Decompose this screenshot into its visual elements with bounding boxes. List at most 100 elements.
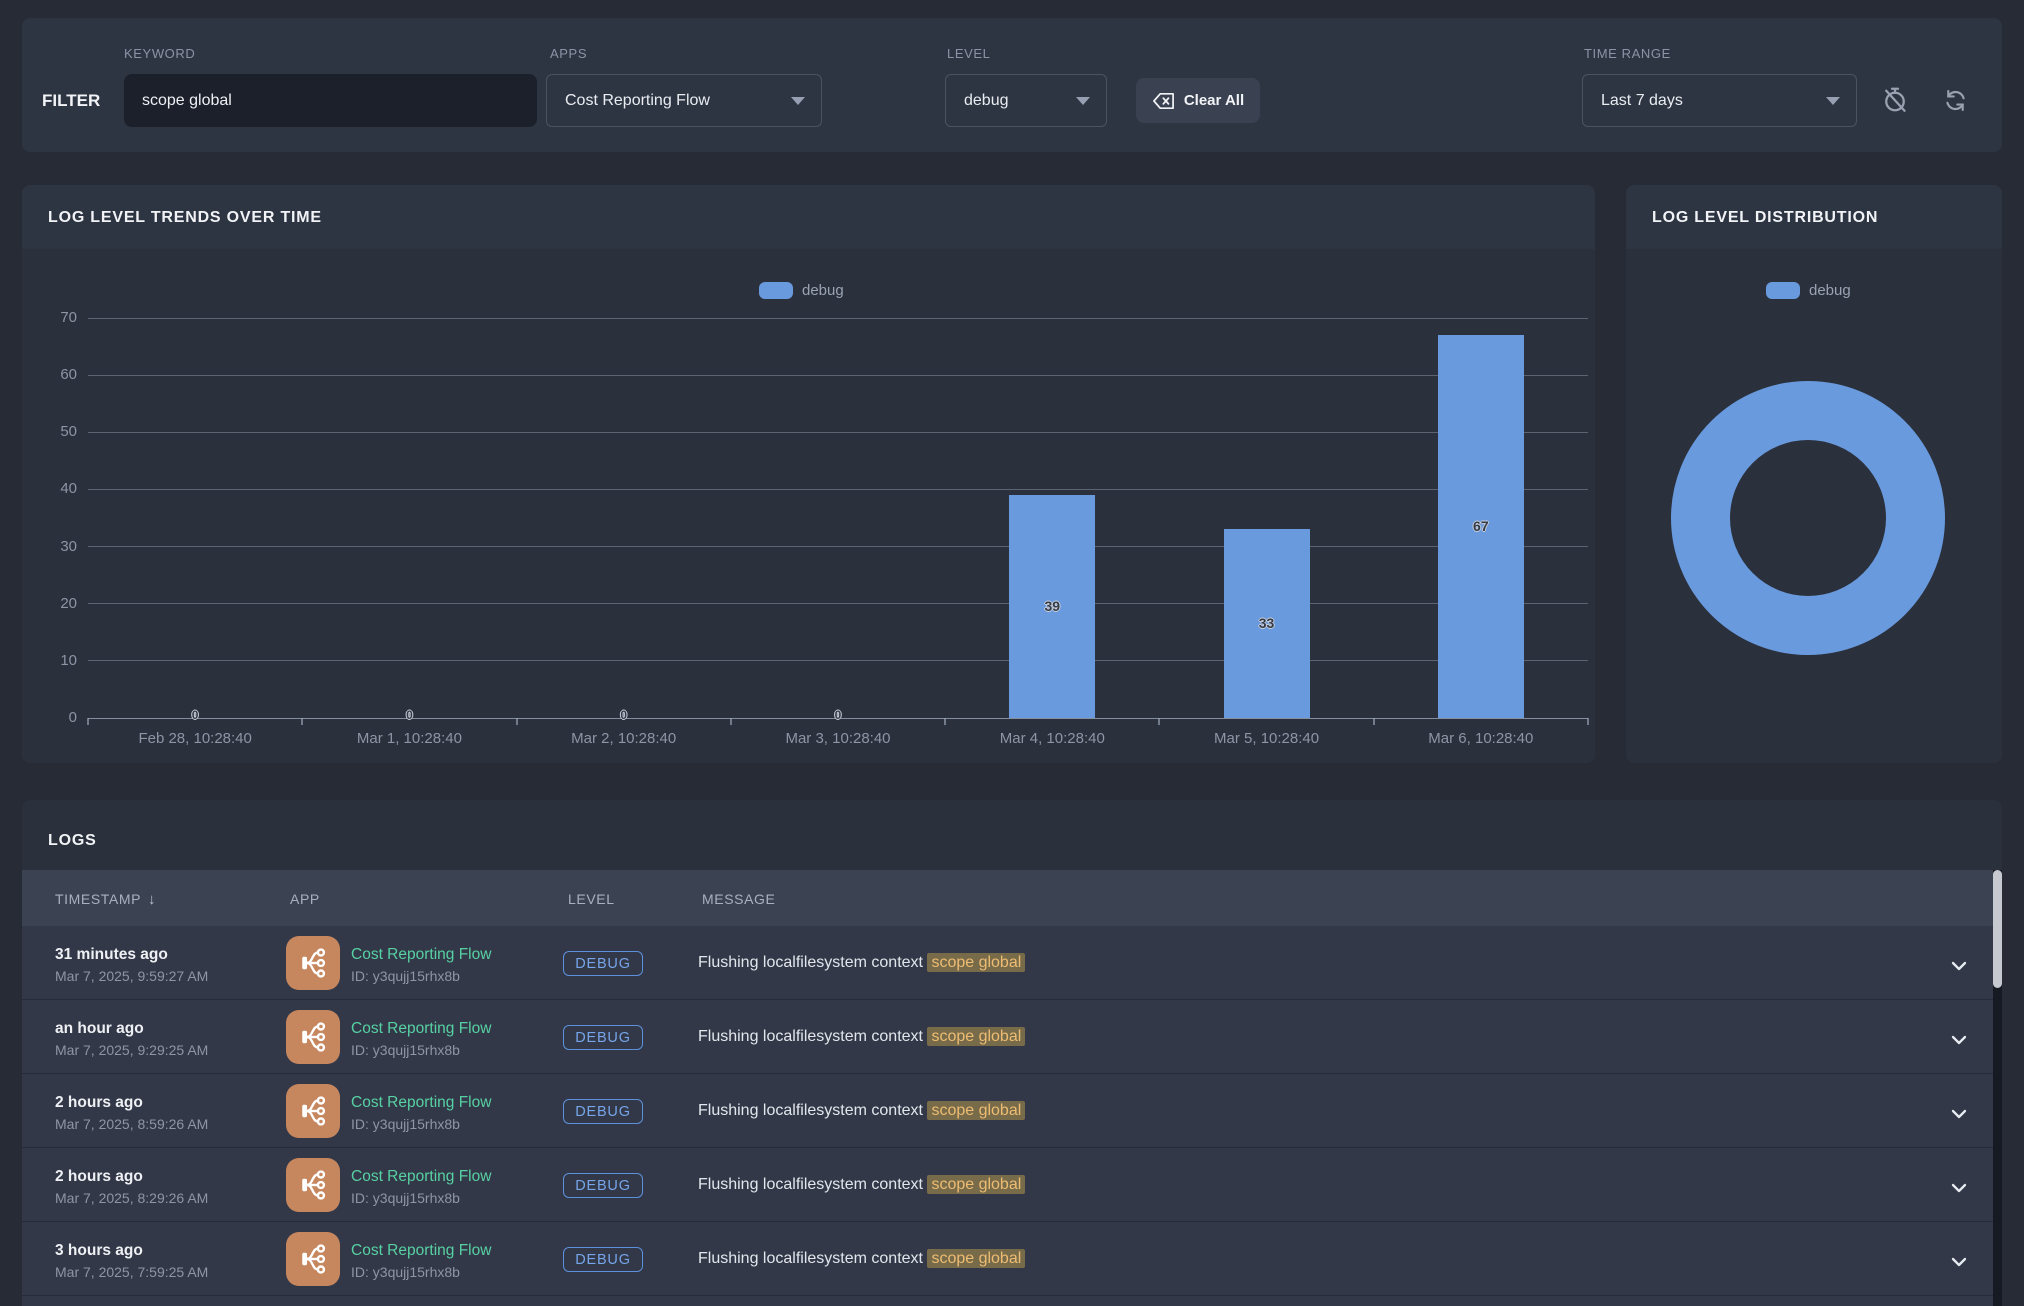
clear-all-label: Clear All: [1184, 92, 1244, 109]
log-time-relative: 2 hours ago: [55, 1094, 143, 1112]
keyword-label: KEYWORD: [124, 46, 195, 61]
filter-label: FILTER: [42, 91, 100, 111]
scrollbar-thumb[interactable]: [1993, 870, 2002, 988]
clear-all-button[interactable]: Clear All: [1136, 78, 1260, 123]
logs-panel: LOGS TIMESTAMP↓ APP LEVEL MESSAGE 31 min…: [22, 800, 2002, 1306]
legend-debug[interactable]: debug: [1766, 282, 1851, 299]
trends-panel-header: LOG LEVEL TRENDS OVER TIME: [22, 185, 1595, 249]
sort-desc-icon: ↓: [148, 891, 156, 908]
legend-label: debug: [802, 282, 844, 299]
legend-debug[interactable]: debug: [759, 282, 844, 299]
column-header-app: APP: [290, 891, 320, 907]
level-select[interactable]: debug: [945, 74, 1107, 127]
log-time-absolute: Mar 7, 2025, 8:59:26 AM: [55, 1116, 208, 1132]
timestamp-header-label: TIMESTAMP: [55, 891, 141, 907]
gridline: [88, 660, 1588, 661]
app-id: ID: y3qujj15rhx8b: [351, 1264, 460, 1280]
flow-app-icon: [286, 1158, 340, 1212]
chevron-down-icon: [1076, 97, 1090, 105]
bar-value-label: 67: [1451, 518, 1511, 534]
donut-segment-debug[interactable]: [1701, 411, 1916, 626]
bar-value-zero: 0: [830, 708, 846, 722]
log-time-relative: 2 hours ago: [55, 1168, 143, 1186]
log-time-relative: 31 minutes ago: [55, 946, 168, 964]
column-header-level: LEVEL: [568, 891, 615, 907]
log-row[interactable]: 2 hours ago Mar 7, 2025, 8:59:26 AM Cost…: [22, 1074, 2002, 1148]
app-id: ID: y3qujj15rhx8b: [351, 1116, 460, 1132]
gridline: [88, 489, 1588, 490]
log-level-trends-panel: LOG LEVEL TRENDS OVER TIME debug 0102030…: [22, 185, 1595, 763]
y-tick-label: 0: [22, 709, 77, 726]
log-row[interactable]: 3 hours ago Mar 7, 2025, 7:59:25 AM Cost…: [22, 1222, 2002, 1296]
apps-label: APPS: [550, 46, 587, 61]
gridline: [88, 375, 1588, 376]
donut-chart: [1658, 368, 1958, 668]
chevron-down-icon[interactable]: [1951, 958, 1967, 968]
logs-title: LOGS: [48, 832, 97, 850]
timer-off-icon[interactable]: [1880, 85, 1910, 120]
message-text: Flushing localfilesystem context: [698, 1028, 923, 1045]
log-row[interactable]: 31 minutes ago Mar 7, 2025, 9:59:27 AM C…: [22, 926, 2002, 1000]
level-select-value: debug: [964, 92, 1009, 110]
search-highlight: scope global: [927, 953, 1025, 972]
x-tick-label: Mar 5, 10:28:40: [1157, 730, 1377, 747]
bar-chart-plot: Feb 28, 10:28:400Mar 1, 10:28:400Mar 2, …: [88, 318, 1588, 718]
level-badge: DEBUG: [563, 1173, 643, 1198]
log-message: Flushing localfilesystem context scope g…: [698, 1250, 1025, 1268]
bar-value-label: 33: [1237, 615, 1297, 631]
y-tick-label: 50: [22, 423, 77, 440]
chevron-down-icon[interactable]: [1951, 1254, 1967, 1264]
y-tick-label: 60: [22, 366, 77, 383]
gridline: [88, 546, 1588, 547]
scrollbar-track[interactable]: [1993, 870, 2002, 1306]
chevron-down-icon: [791, 97, 805, 105]
x-axis-tick: [1373, 718, 1375, 725]
x-axis-tick: [516, 718, 518, 725]
chevron-down-icon[interactable]: [1951, 1032, 1967, 1042]
y-tick-label: 30: [22, 538, 77, 555]
y-axis-labels: 010203040506070: [22, 318, 77, 718]
chevron-down-icon[interactable]: [1951, 1180, 1967, 1190]
column-header-timestamp[interactable]: TIMESTAMP ↓: [55, 891, 156, 908]
level-label: LEVEL: [947, 46, 990, 61]
legend-label: debug: [1809, 282, 1851, 299]
log-row[interactable]: an hour ago Mar 7, 2025, 9:29:25 AM Cost…: [22, 1000, 2002, 1074]
flow-app-icon: [286, 1010, 340, 1064]
trends-title: LOG LEVEL TRENDS OVER TIME: [48, 209, 322, 227]
log-message: Flushing localfilesystem context scope g…: [698, 954, 1025, 972]
trends-chart-area: debug 010203040506070 Feb 28, 10:28:400M…: [22, 249, 1595, 763]
distribution-chart-area: debug: [1626, 249, 2002, 763]
bar-value-label: 39: [1022, 598, 1082, 614]
distribution-panel-header: LOG LEVEL DISTRIBUTION: [1626, 185, 2002, 249]
log-row[interactable]: 2 hours ago Mar 7, 2025, 8:29:26 AM Cost…: [22, 1148, 2002, 1222]
level-badge: DEBUG: [563, 951, 643, 976]
log-time-relative: an hour ago: [55, 1020, 144, 1038]
app-link[interactable]: Cost Reporting Flow: [351, 1242, 491, 1260]
time-range-select[interactable]: Last 7 days: [1582, 74, 1857, 127]
time-range-label: TIME RANGE: [1584, 46, 1671, 61]
x-axis-tick: [944, 718, 946, 725]
app-link[interactable]: Cost Reporting Flow: [351, 1168, 491, 1186]
keyword-input[interactable]: [124, 74, 537, 127]
app-id: ID: y3qujj15rhx8b: [351, 1042, 460, 1058]
refresh-icon[interactable]: [1942, 87, 1969, 119]
x-tick-label: Mar 6, 10:28:40: [1371, 730, 1591, 747]
flow-app-icon: [286, 936, 340, 990]
app-id: ID: y3qujj15rhx8b: [351, 968, 460, 984]
search-highlight: scope global: [927, 1101, 1025, 1120]
logs-table-body: 31 minutes ago Mar 7, 2025, 9:59:27 AM C…: [22, 926, 2002, 1296]
app-link[interactable]: Cost Reporting Flow: [351, 1020, 491, 1038]
log-time-absolute: Mar 7, 2025, 8:29:26 AM: [55, 1190, 208, 1206]
level-badge: DEBUG: [563, 1025, 643, 1050]
filter-bar: FILTER KEYWORD APPS Cost Reporting Flow …: [22, 18, 2002, 152]
search-highlight: scope global: [927, 1027, 1025, 1046]
gridline: [88, 432, 1588, 433]
chevron-down-icon[interactable]: [1951, 1106, 1967, 1116]
app-link[interactable]: Cost Reporting Flow: [351, 1094, 491, 1112]
chevron-down-icon: [1826, 97, 1840, 105]
app-link[interactable]: Cost Reporting Flow: [351, 946, 491, 964]
log-level-distribution-panel: LOG LEVEL DISTRIBUTION debug: [1626, 185, 2002, 763]
log-time-absolute: Mar 7, 2025, 9:59:27 AM: [55, 968, 208, 984]
time-range-value: Last 7 days: [1601, 92, 1683, 110]
apps-select[interactable]: Cost Reporting Flow: [546, 74, 822, 127]
